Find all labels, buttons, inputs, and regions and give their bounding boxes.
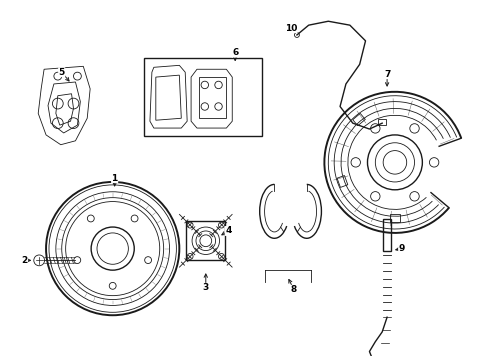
Bar (186, 221, 225, 260)
Text: 4: 4 (224, 226, 231, 235)
Text: 8: 8 (290, 285, 297, 294)
Text: 10: 10 (285, 24, 297, 33)
Text: 5: 5 (59, 68, 65, 77)
Text: 6: 6 (232, 48, 238, 57)
Bar (378, 119, 386, 125)
Text: 9: 9 (398, 244, 404, 253)
Bar (144, 58, 261, 136)
Text: 1: 1 (111, 174, 118, 183)
Text: 2: 2 (21, 256, 27, 265)
Bar (383, 219, 390, 251)
Text: 7: 7 (383, 70, 389, 79)
Text: 3: 3 (202, 283, 208, 292)
